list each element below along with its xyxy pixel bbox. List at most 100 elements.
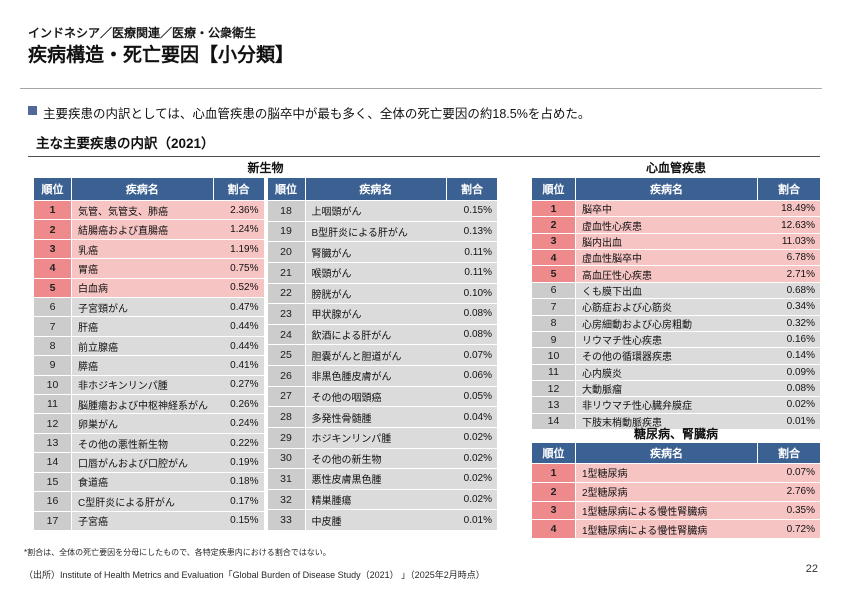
share-cell: 0.16%	[758, 331, 820, 348]
share-cell: 0.68%	[758, 282, 820, 299]
cardiovascular-table-title: 心血管疾患	[645, 161, 706, 175]
table-row: 28 多発性骨髄腫 0.04%	[267, 406, 497, 427]
share-cell: 0.17%	[213, 492, 264, 511]
disease-name-cell: 卵巣がん	[72, 414, 214, 433]
table-row: 17 子宮癌 0.15%	[34, 510, 264, 530]
share-cell: 0.32%	[758, 315, 820, 331]
table-row: 13 その他の悪性新生物 0.22%	[34, 432, 264, 453]
share-column-header: 割合	[778, 184, 800, 196]
share-cell: 0.11%	[447, 262, 497, 283]
rank-cell: 8	[34, 336, 72, 356]
disease-name-cell: その他の循環器疾患	[576, 348, 758, 364]
share-cell: 0.41%	[213, 356, 264, 375]
cardiovascular-table: 順位 疾病名 割合 1 脳卒中 18.49% 2 虚血性心疾患 12.63% 3	[532, 178, 820, 430]
share-cell: 2.36%	[213, 201, 264, 220]
disease-name-cell: 食道癌	[72, 472, 214, 492]
share-cell: 1.19%	[213, 239, 264, 259]
cardiovascular-table-group: 心血管疾患 順位 疾病名 割合 1 脳卒中 18.49% 2 虚血性心疾患 12…	[532, 160, 820, 430]
share-cell: 0.24%	[213, 414, 264, 433]
table-row: 9 膵癌 0.41%	[34, 355, 264, 375]
rank-cell: 13	[34, 433, 72, 453]
rank-cell: 2	[532, 217, 576, 233]
disease-name-cell: 喉頭がん	[305, 262, 447, 283]
table-row: 4 1型糖尿病による慢性腎臓病 0.72%	[532, 519, 820, 538]
disease-name-cell: 非リウマチ性心臓弁膜症	[576, 397, 758, 413]
table-row: 3 乳癌 1.19%	[34, 238, 264, 259]
disease-name-cell: 上咽頭がん	[305, 201, 447, 221]
disease-name-cell: 高血圧性心疾患	[576, 266, 758, 282]
rank-cell: 25	[267, 345, 306, 365]
share-cell: 12.63%	[758, 217, 820, 233]
disease-name-cell: B型肝炎による肝がん	[305, 221, 447, 242]
rank-cell: 19	[267, 221, 306, 242]
page-number: 22	[805, 563, 818, 575]
rank-cell: 9	[34, 356, 72, 375]
table-row: 24 飲酒による肝がん 0.08%	[267, 323, 497, 345]
disease-name-cell: その他の咽頭癌	[305, 386, 447, 407]
share-cell: 0.52%	[213, 278, 264, 298]
share-cell: 0.07%	[758, 464, 820, 482]
table-row: 15 食道癌 0.18%	[34, 471, 264, 492]
breadcrumb: インドネシア／医療関連／医療・公衆衛生	[28, 26, 257, 40]
table-row: 10 その他の循環器疾患 0.14%	[532, 347, 820, 364]
table-header-row: 順位 疾病名 割合	[532, 178, 820, 200]
table-row: 18 上咽頭がん 0.15%	[267, 200, 497, 221]
rank-cell: 8	[532, 315, 576, 331]
table-body: 1 1型糖尿病 0.07% 2 2型糖尿病 2.76% 3 1型糖尿病による慢性…	[532, 463, 820, 538]
share-cell: 0.07%	[447, 345, 497, 365]
disease-name-cell: 非黒色腫皮膚がん	[305, 366, 447, 386]
table-row: 33 中皮腫 0.01%	[267, 509, 497, 530]
table-row: 12 大動脈瘤 0.08%	[532, 379, 820, 397]
table-row: 9 リウマチ性心疾患 0.16%	[532, 330, 820, 348]
rank-cell: 20	[267, 242, 306, 262]
table-row: 6 子宮頸がん 0.47%	[34, 297, 264, 317]
rank-cell: 22	[267, 283, 306, 304]
table-row: 2 2型糖尿病 2.76%	[532, 481, 820, 501]
neoplasms-table-right: 順位 疾病名 割合 18 上咽頭がん 0.15% 19 B型肝炎による肝がん 0…	[267, 178, 497, 530]
share-column-header: 割合	[461, 184, 483, 196]
rank-cell: 2	[532, 482, 576, 501]
disease-name-cell: 脳腫瘍および中枢神経系がん	[72, 395, 214, 414]
table-row: 27 その他の咽頭癌 0.05%	[267, 385, 497, 407]
disease-name-cell: くも膜下出血	[576, 282, 758, 299]
share-cell: 0.26%	[213, 395, 264, 414]
rank-cell: 18	[267, 201, 306, 221]
disease-name-cell: 心内膜炎	[576, 364, 758, 380]
table-row: 1 気管、気管支、肺癌 2.36%	[34, 200, 264, 220]
share-cell: 0.04%	[447, 407, 497, 427]
disease-name-cell: 2型糖尿病	[576, 482, 758, 501]
rank-cell: 17	[34, 511, 72, 530]
share-cell: 0.02%	[758, 397, 820, 413]
disease-name-cell: 前立腺癌	[72, 336, 214, 356]
share-cell: 0.08%	[758, 380, 820, 397]
disease-name-cell: 腎臓がん	[305, 242, 447, 262]
disease-name-cell: 脳卒中	[576, 201, 758, 217]
disease-name-cell: 胆嚢がんと胆道がん	[305, 345, 447, 365]
table-row: 3 1型糖尿病による慢性腎臓病 0.35%	[532, 500, 820, 520]
share-cell: 0.01%	[447, 510, 497, 530]
rank-cell: 30	[267, 448, 306, 469]
table-row: 5 白血病 0.52%	[34, 277, 264, 298]
neoplasms-table-group: 新生物 順位 疾病名 割合 1 気管、気管支、肺癌 2.36% 2	[34, 160, 497, 530]
disease-name-cell: 脳内出血	[576, 233, 758, 250]
table-row: 7 肝癌 0.44%	[34, 316, 264, 336]
table-body: 1 脳卒中 18.49% 2 虚血性心疾患 12.63% 3 脳内出血 11.0…	[532, 200, 820, 430]
table-row: 2 虚血性心疾患 12.63%	[532, 216, 820, 233]
rank-cell: 10	[34, 375, 72, 395]
table-row: 1 1型糖尿病 0.07%	[532, 463, 820, 482]
rank-cell: 6	[34, 298, 72, 317]
diabetes-kidney-table-group: 糖尿病、腎臓病 順位 疾病名 割合 1 1型糖尿病 0.07% 2 2型糖尿病 …	[532, 426, 820, 538]
table-row: 21 喉頭がん 0.11%	[267, 261, 497, 283]
table-row: 32 精巣腫瘍 0.02%	[267, 488, 497, 510]
source-citation: （出所）Institute of Health Metrics and Eval…	[24, 570, 485, 580]
rank-cell: 5	[34, 278, 72, 298]
rank-cell: 4	[532, 250, 576, 266]
disease-name-cell: 虚血性脳卒中	[576, 250, 758, 266]
table-row: 23 甲状腺がん 0.08%	[267, 303, 497, 324]
rank-cell: 7	[532, 299, 576, 315]
share-cell: 0.08%	[447, 324, 497, 345]
table-row: 2 結腸癌および直腸癌 1.24%	[34, 219, 264, 239]
share-cell: 0.02%	[447, 469, 497, 489]
disease-name-cell: 1型糖尿病による慢性腎臓病	[576, 501, 758, 520]
disease-name-cell: 甲状腺がん	[305, 304, 447, 324]
